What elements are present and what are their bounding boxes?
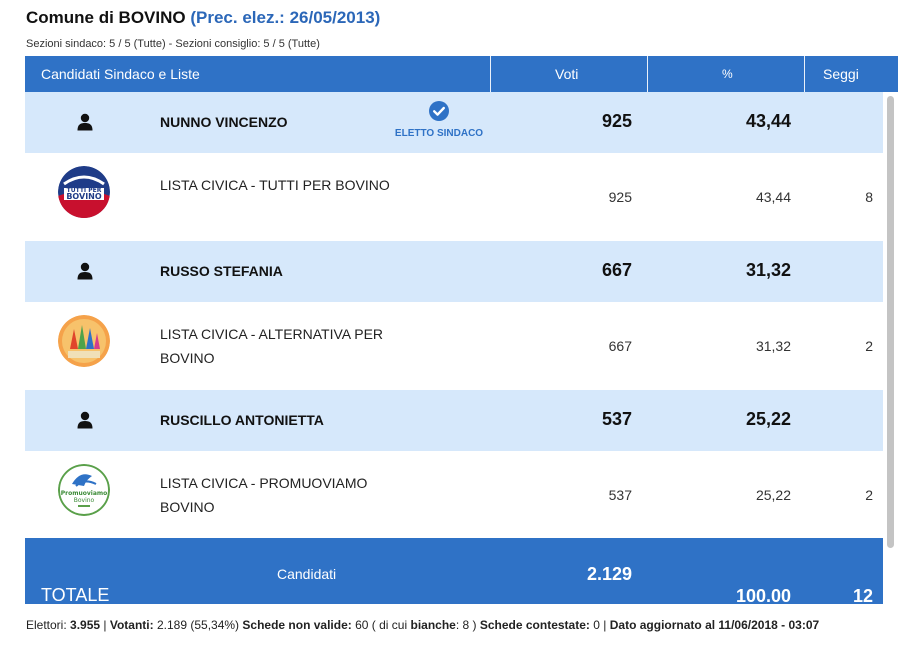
candidate-pct: 31,32 [745, 260, 791, 280]
total-pct: 100.00 [735, 586, 791, 604]
candidate-name: RUSSO STEFANIA [160, 263, 283, 279]
candidate-pct: 43,44 [745, 111, 791, 131]
header-divider [804, 56, 805, 92]
header-pct: % [722, 67, 733, 81]
schede-contestate-value: 0 [593, 618, 600, 632]
eletto-label: ELETTO SINDACO [394, 128, 484, 139]
candidate-name: RUSCILLO ANTONIETTA [160, 412, 324, 428]
dato-aggiornato: Dato aggiornato al 11/06/2018 - 03:07 [609, 618, 820, 632]
candidate-name: NUNNO VINCENZO [160, 114, 288, 130]
elettori-value: 3.955 [70, 618, 101, 632]
list-row[interactable]: LISTA CIVICA - ALTERNATIVA PER BOVINO 66… [25, 302, 883, 390]
schede-contestate-label: Schede contestate: [479, 618, 590, 632]
total-row: TOTALE Candidati 2.129 100.00 12 [25, 538, 883, 604]
list-pct: 31,32 [755, 338, 791, 354]
list-logo-icon [58, 315, 110, 367]
list-row[interactable]: Promuoviamo Bovino LISTA CIVICA - PROMUO… [25, 451, 883, 539]
votanti-value: 2.189 (55,34%) [156, 618, 240, 632]
sezioni-info: Sezioni sindaco: 5 / 5 (Tutte) - Sezioni… [26, 38, 320, 50]
check-circle-icon [429, 101, 449, 121]
list-name: LISTA CIVICA - ALTERNATIVA PER BOVINO [160, 326, 384, 366]
di-cui-text: ( di cui [371, 618, 408, 632]
candidate-voti: 667 [601, 260, 632, 280]
list-logo-icon: TUTTI PER BOVINO [58, 166, 110, 218]
total-seggi: 12 [852, 586, 873, 604]
list-row[interactable]: TUTTI PER BOVINO LISTA CIVICA - TUTTI PE… [25, 153, 883, 241]
svg-text:TUTTI PER: TUTTI PER [67, 187, 102, 194]
header-candidati: Candidati Sindaco e Liste [41, 66, 200, 82]
comune-name: Comune di BOVINO [26, 8, 186, 27]
results-table: Candidati Sindaco e Liste Voti % Seggi N… [25, 56, 898, 604]
svg-text:Promuoviamo: Promuoviamo [61, 490, 108, 497]
person-icon [77, 262, 93, 280]
candidate-row[interactable]: RUSCILLO ANTONIETTA 537 25,22 [25, 390, 883, 451]
list-name: LISTA CIVICA - TUTTI PER BOVINO [160, 177, 390, 193]
candidate-row[interactable]: NUNNO VINCENZO ELETTO SINDACO 925 43,44 [25, 92, 883, 153]
header-divider [647, 56, 648, 92]
prec-elez-link[interactable]: (Prec. elez.: 26/05/2013) [190, 8, 381, 27]
bianche-label: bianche [410, 618, 456, 632]
schede-non-valide-value: 60 [355, 618, 369, 632]
header-voti: Voti [555, 66, 579, 82]
page-title: Comune di BOVINO (Prec. elez.: 26/05/201… [26, 8, 380, 28]
total-voti: 2.129 [586, 564, 632, 584]
votanti-label: Votanti: [109, 618, 154, 632]
svg-text:BOVINO: BOVINO [66, 192, 102, 201]
candidate-row[interactable]: RUSSO STEFANIA 667 31,32 [25, 241, 883, 302]
candidate-pct: 25,22 [745, 409, 791, 429]
header-seggi: Seggi [823, 66, 859, 82]
total-candidati-label: Candidati [277, 566, 337, 582]
schede-non-valide-label: Schede non valide: [242, 618, 352, 632]
bianche-value: : 8 ) [455, 618, 477, 632]
total-label: TOTALE [41, 585, 110, 604]
table-header: Candidati Sindaco e Liste Voti % Seggi [25, 56, 898, 92]
person-icon [77, 113, 93, 131]
scrollbar-thumb[interactable] [887, 96, 894, 548]
candidate-voti: 925 [601, 111, 632, 131]
candidate-voti: 537 [601, 409, 632, 429]
summary-footer: Elettori: 3.955 | Votanti: 2.189 (55,34%… [26, 618, 820, 632]
list-seggi: 2 [865, 338, 873, 354]
list-seggi: 2 [865, 487, 873, 503]
list-voti: 925 [608, 189, 632, 205]
list-voti: 667 [608, 338, 632, 354]
list-logo-icon: Promuoviamo Bovino [58, 464, 110, 516]
header-divider [490, 56, 491, 92]
list-voti: 537 [608, 487, 632, 503]
elettori-label: Elettori: [26, 618, 67, 632]
eletto-sindaco-badge: ELETTO SINDACO [384, 101, 494, 139]
svg-text:Bovino: Bovino [74, 497, 95, 504]
list-pct: 25,22 [755, 487, 791, 503]
person-icon [77, 411, 93, 429]
list-pct: 43,44 [755, 189, 791, 205]
list-name: LISTA CIVICA - PROMUOVIAMO BOVINO [160, 475, 368, 515]
list-seggi: 8 [865, 189, 873, 205]
table-scrollbar[interactable] [883, 92, 898, 604]
